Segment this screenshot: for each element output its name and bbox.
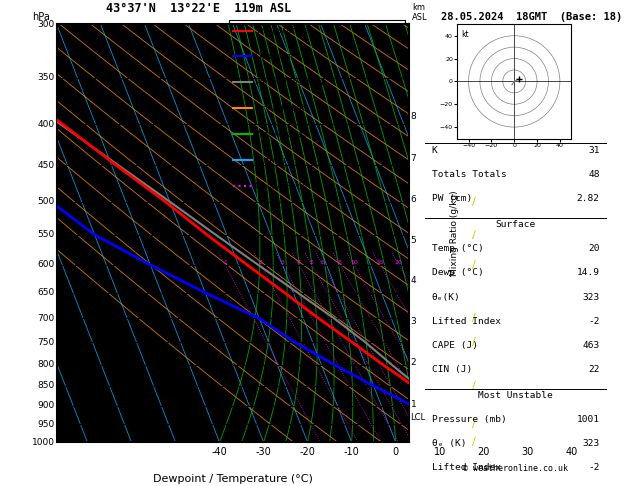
Text: Temp (°C): Temp (°C) <box>432 244 484 253</box>
Text: 10: 10 <box>433 447 446 457</box>
Text: 8: 8 <box>338 260 342 265</box>
Text: 323: 323 <box>582 293 599 301</box>
Text: 1: 1 <box>223 260 227 265</box>
Text: CIN (J): CIN (J) <box>432 365 472 374</box>
Text: 6: 6 <box>411 195 416 204</box>
Text: kt: kt <box>462 30 469 39</box>
Text: hPa: hPa <box>32 12 50 22</box>
Text: 5: 5 <box>310 260 314 265</box>
Text: 1000: 1000 <box>32 438 55 447</box>
Text: 6: 6 <box>321 260 325 265</box>
Text: Isotherm: Isotherm <box>255 156 292 165</box>
Text: 2.82: 2.82 <box>577 194 599 203</box>
Text: Lifted Index: Lifted Index <box>432 463 501 472</box>
Text: 20: 20 <box>477 447 490 457</box>
Text: 463: 463 <box>582 341 599 350</box>
Text: 850: 850 <box>38 382 55 390</box>
Text: /: / <box>472 260 476 270</box>
Text: LCL: LCL <box>411 413 426 421</box>
Text: 20: 20 <box>588 244 599 253</box>
Text: Lifted Index: Lifted Index <box>432 317 501 326</box>
Text: /: / <box>472 437 476 447</box>
Text: 14.9: 14.9 <box>577 268 599 278</box>
Text: 22: 22 <box>588 365 599 374</box>
Text: -40: -40 <box>211 447 228 457</box>
Text: 700: 700 <box>38 314 55 323</box>
Text: 30: 30 <box>521 447 534 457</box>
Text: 750: 750 <box>38 338 55 347</box>
Text: 800: 800 <box>38 360 55 369</box>
Text: 900: 900 <box>38 401 55 410</box>
Text: /: / <box>472 381 476 391</box>
Text: PW (cm): PW (cm) <box>432 194 472 203</box>
Text: 28.05.2024  18GMT  (Base: 18): 28.05.2024 18GMT (Base: 18) <box>441 12 622 22</box>
Text: /: / <box>472 337 476 347</box>
Text: 25: 25 <box>410 260 418 265</box>
Text: 300: 300 <box>38 20 55 29</box>
Text: © weatheronline.co.uk: © weatheronline.co.uk <box>464 464 568 473</box>
Text: 1001: 1001 <box>577 415 599 424</box>
Text: 950: 950 <box>38 420 55 429</box>
Text: -2: -2 <box>588 463 599 472</box>
Text: 5: 5 <box>411 236 416 245</box>
Text: 43°37'N  13°22'E  119m ASL: 43°37'N 13°22'E 119m ASL <box>106 2 291 15</box>
Text: 3: 3 <box>411 317 416 326</box>
Text: 323: 323 <box>582 439 599 448</box>
Text: 40: 40 <box>565 447 578 457</box>
Text: Pressure (mb): Pressure (mb) <box>432 415 506 424</box>
Text: 1: 1 <box>411 400 416 409</box>
Text: 650: 650 <box>38 288 55 297</box>
Text: 48: 48 <box>588 170 599 179</box>
Text: K: K <box>432 146 438 155</box>
Text: 500: 500 <box>38 197 55 206</box>
Text: km
ASL: km ASL <box>413 3 428 22</box>
Text: Temperature: Temperature <box>255 26 308 35</box>
Text: θₑ(K): θₑ(K) <box>432 293 460 301</box>
Text: 20: 20 <box>395 260 403 265</box>
Text: /: / <box>472 230 476 240</box>
Text: θₑ (K): θₑ (K) <box>432 439 466 448</box>
Text: Dry Adiabat: Dry Adiabat <box>255 104 304 113</box>
Text: Dewp (°C): Dewp (°C) <box>432 268 484 278</box>
Text: /: / <box>472 197 476 207</box>
Text: -2: -2 <box>588 317 599 326</box>
Text: Dewpoint: Dewpoint <box>255 52 295 61</box>
Text: Totals Totals: Totals Totals <box>432 170 506 179</box>
Text: -30: -30 <box>255 447 272 457</box>
Text: /: / <box>472 313 476 324</box>
Text: 8: 8 <box>411 112 416 121</box>
Text: Surface: Surface <box>496 220 536 229</box>
Text: CAPE (J): CAPE (J) <box>432 341 478 350</box>
Text: 31: 31 <box>588 146 599 155</box>
Text: Dewpoint / Temperature (°C): Dewpoint / Temperature (°C) <box>153 473 313 484</box>
Text: 0: 0 <box>392 447 399 457</box>
Text: 550: 550 <box>38 230 55 239</box>
Text: 4: 4 <box>411 276 416 285</box>
Text: 4: 4 <box>297 260 301 265</box>
Text: Mixing Ratio (g/kg): Mixing Ratio (g/kg) <box>450 191 459 276</box>
Text: 350: 350 <box>38 73 55 82</box>
Text: Most Unstable: Most Unstable <box>479 391 553 400</box>
Text: 10: 10 <box>350 260 358 265</box>
Text: /: / <box>472 73 476 83</box>
Bar <box>229 20 405 196</box>
Text: 2: 2 <box>411 358 416 367</box>
Text: 400: 400 <box>38 120 55 129</box>
Text: 3: 3 <box>281 260 285 265</box>
Text: 600: 600 <box>38 260 55 269</box>
Text: Mixing Ratio: Mixing Ratio <box>255 182 306 191</box>
Text: 7: 7 <box>411 154 416 162</box>
Text: 2: 2 <box>259 260 263 265</box>
Text: 15: 15 <box>376 260 384 265</box>
Text: -20: -20 <box>299 447 316 457</box>
Text: /: / <box>472 419 476 430</box>
Text: -10: -10 <box>343 447 360 457</box>
Text: Wet Adiabat: Wet Adiabat <box>255 130 306 139</box>
Text: Parcel Trajectory: Parcel Trajectory <box>255 78 324 87</box>
Text: 450: 450 <box>38 160 55 170</box>
